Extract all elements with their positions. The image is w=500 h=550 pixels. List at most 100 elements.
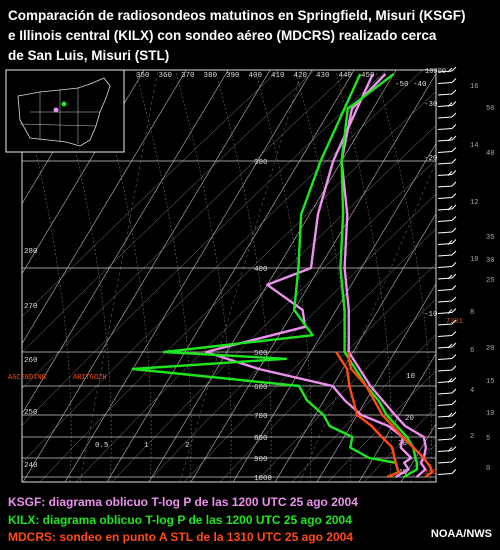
wind-barb — [437, 319, 457, 326]
parcel-label-aritgozh: ARITGOZH — [73, 374, 107, 382]
height-label-8: 8 — [470, 309, 474, 317]
theta-label-420: 420 — [294, 72, 308, 80]
wind-barb — [437, 193, 457, 199]
isotherm — [22, 70, 229, 415]
wind-barb — [437, 388, 457, 395]
dry-adiabat — [183, 228, 436, 482]
pressure-label-600: 600 — [254, 384, 268, 392]
dry-adiabat — [39, 91, 436, 482]
isotherm — [232, 143, 436, 482]
wind-barb — [437, 89, 457, 96]
isotherm — [190, 73, 436, 482]
figure-title: Comparación de radiosondeos matutinos en… — [8, 6, 498, 66]
isotherm — [485, 70, 500, 482]
wind-barb — [437, 227, 457, 234]
right-label-15: 15 — [486, 378, 494, 386]
theta-label-400: 400 — [249, 72, 263, 80]
temp-label: -20 — [424, 155, 438, 163]
title-line-3: de San Luis, Misuri (STL) — [8, 48, 170, 63]
pressure-label-700: 700 — [254, 413, 268, 421]
mixing-ratio-label: 2 — [185, 442, 190, 450]
height-label-2: 2 — [470, 433, 474, 441]
top-pressure-label: 10000 — [425, 68, 446, 76]
station-ksgf-marker — [53, 107, 59, 113]
inset-map — [5, 69, 125, 153]
legend-mdcrs: MDCRS: sondeo en punto A STL de la 1310 … — [8, 530, 353, 544]
wind-barb — [437, 331, 457, 337]
temp-label: -30 — [424, 101, 438, 109]
dry-adiabat — [291, 334, 436, 482]
parcel-label-ascending: ASCENDING — [8, 374, 46, 382]
height-label-16: 16 — [470, 83, 478, 91]
theta-label-370: 370 — [181, 72, 195, 80]
theta-label-350: 350 — [136, 72, 150, 80]
dry-adiabat — [219, 263, 436, 482]
right-label-40: 40 — [486, 150, 494, 158]
ksgf-dewpoint-line — [204, 73, 413, 479]
theta-label-390: 390 — [226, 72, 240, 80]
mdcrs-temperature-line — [347, 351, 434, 479]
mixing-ratio-label: 1 — [144, 442, 149, 450]
moist-adiabat — [135, 70, 192, 482]
wind-barb — [437, 216, 457, 222]
height-label-12: 12 — [470, 199, 478, 207]
kilx-temperature-line — [339, 73, 419, 479]
mixing-ratio-line — [79, 70, 159, 482]
isotherm — [148, 70, 397, 482]
credit-noaa: NOAA/NWS — [430, 528, 492, 540]
wind-barb — [437, 250, 457, 257]
theta-label-360: 360 — [159, 72, 173, 80]
height-label-4: 4 — [470, 387, 474, 395]
wind-barb — [437, 457, 457, 464]
legend-ksgf: KSGF: diagrama oblicuo T-log P de las 12… — [8, 495, 358, 509]
wind-barb — [437, 423, 457, 429]
isotherm — [22, 70, 271, 482]
theta-label-430: 430 — [316, 72, 330, 80]
left-theta-label-250: 250 — [24, 409, 38, 417]
pressure-label-800: 800 — [254, 435, 268, 443]
wind-barb — [437, 239, 457, 245]
temp-label: 10 — [406, 373, 416, 381]
left-theta-label-280: 280 — [24, 248, 38, 256]
wind-barb — [437, 285, 457, 291]
isotherm — [358, 353, 436, 482]
dry-adiabat — [111, 159, 436, 482]
wind-barb — [437, 400, 457, 406]
dry-adiabat — [327, 370, 436, 482]
right-label-25: 25 — [486, 277, 494, 285]
right-label-35: 35 — [486, 234, 494, 242]
temp-label: 30 — [398, 440, 408, 448]
right-label-30: 30 — [486, 257, 494, 265]
top-temp-label: -40 — [413, 81, 427, 89]
pressure-label-500: 500 — [254, 350, 268, 358]
temp-label: -10 — [424, 311, 438, 319]
right-label-5: 5 — [486, 435, 490, 443]
left-theta-label-260: 260 — [24, 357, 38, 365]
mdcrs-dewpoint-line — [335, 351, 400, 479]
wind-barb — [437, 204, 457, 211]
wind-barb — [437, 342, 457, 349]
dry-adiabat — [22, 70, 316, 353]
moist-adiabat — [175, 70, 232, 482]
pressure-label-900: 900 — [254, 456, 268, 464]
wind-barb — [437, 147, 457, 153]
wind-barb — [437, 434, 457, 441]
plot-frame — [21, 69, 437, 483]
pressure-label-300: 300 — [254, 159, 268, 167]
isotherm — [106, 70, 355, 482]
wind-barb — [437, 446, 457, 452]
wind-barb — [437, 308, 457, 314]
height-label-6: 6 — [470, 347, 474, 355]
wind-barb — [437, 78, 457, 84]
pressure-label-1000: 1000 — [254, 475, 273, 483]
theta-label-380: 380 — [204, 72, 218, 80]
station-kilx-marker — [61, 101, 67, 107]
wind-barb — [437, 66, 457, 73]
wind-barb — [437, 101, 457, 107]
dry-adiabat — [22, 70, 424, 464]
moist-adiabat — [295, 70, 352, 482]
top-temp-label: -50 — [395, 81, 409, 89]
moist-adiabat — [215, 70, 272, 482]
inset-map-frame — [5, 69, 125, 153]
